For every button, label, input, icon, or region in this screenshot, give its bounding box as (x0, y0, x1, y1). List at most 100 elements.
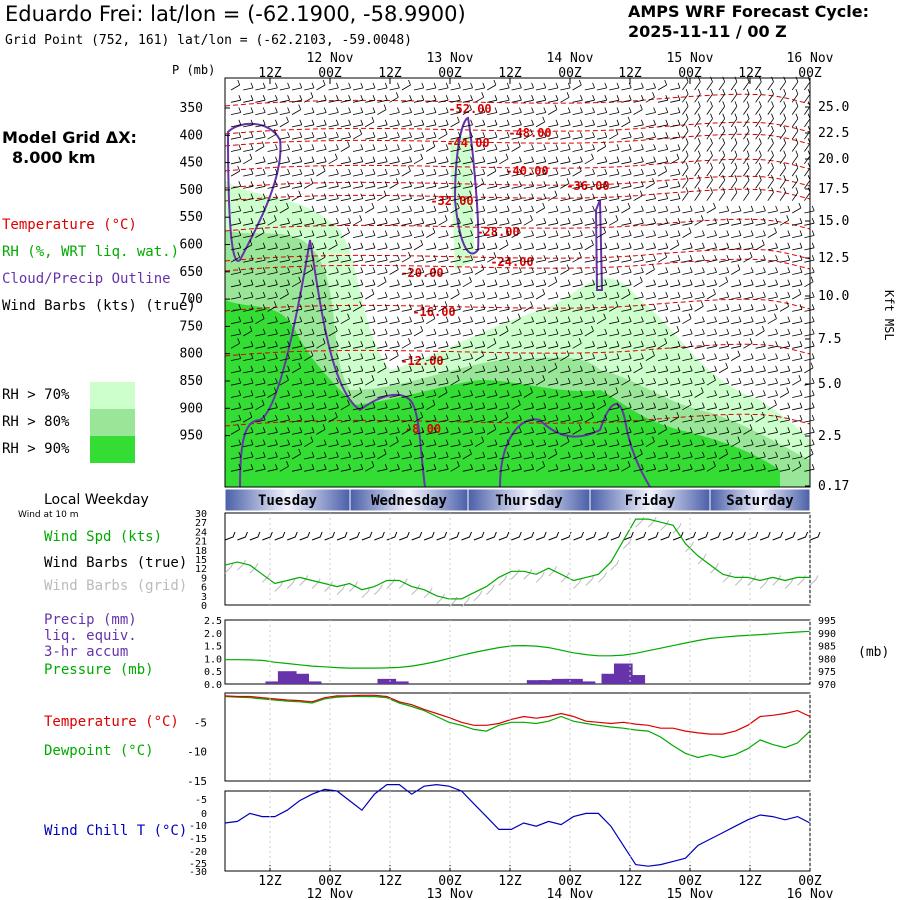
wind-barb (438, 267, 449, 275)
wind-barb (267, 414, 278, 423)
wind-barb (743, 338, 753, 349)
wind-barb (389, 156, 400, 165)
wind-barb (633, 230, 644, 238)
wind-barb (230, 119, 242, 128)
wind-barb (352, 291, 364, 300)
wind-barb-true (349, 531, 360, 541)
wind-barb-grid (734, 575, 744, 586)
wind-barb (670, 144, 681, 152)
wind-barb (499, 316, 510, 325)
wind-barb (657, 414, 669, 423)
wind-barb (523, 353, 534, 361)
wind-barb (511, 328, 522, 337)
wind-barb (670, 325, 680, 337)
wind-barb (609, 193, 620, 202)
wind-barb (743, 279, 754, 288)
wind-barb-true (548, 531, 560, 541)
wind-chill-tick-label: -5 (195, 795, 207, 806)
wind-barb (377, 230, 388, 238)
wind-barb-true (336, 531, 348, 541)
temperature-contour (224, 133, 811, 147)
wind-barb (255, 119, 266, 128)
wind-barb (535, 242, 547, 251)
wind-barb (584, 316, 595, 325)
wind-barb (730, 175, 738, 189)
bottom-hour-label: 00Z (318, 874, 342, 889)
wind-barb (621, 144, 632, 152)
wind-barb (743, 365, 754, 374)
height-tick-label: 17.5 (818, 182, 849, 197)
wind-barb (731, 390, 742, 398)
wind-barb (682, 390, 693, 398)
wind-barb (316, 242, 327, 251)
wind-barb (487, 144, 498, 152)
wind-barb (377, 448, 387, 460)
wind-barb (730, 88, 738, 103)
wind-barb (682, 218, 693, 226)
wind-barb (352, 205, 364, 214)
wind-barb (767, 365, 778, 374)
wind-barb (609, 402, 620, 411)
wind-barb (767, 205, 778, 214)
wind-barb (743, 402, 754, 411)
wind-barb (291, 464, 303, 472)
wind-barb (377, 119, 388, 128)
wind-barb (621, 390, 632, 398)
wind-barb (316, 107, 327, 115)
wind-barb (365, 144, 376, 152)
wind-barb (389, 414, 400, 423)
wind-barb (535, 144, 547, 152)
wind-barb (499, 377, 510, 386)
wind-barb (596, 399, 607, 411)
wind-barb (596, 304, 608, 312)
wind-barb (767, 227, 777, 238)
wind-barb (633, 448, 643, 460)
wind-barb (267, 82, 278, 91)
wind-barb (706, 187, 713, 201)
wind-barb (743, 439, 754, 448)
wind-barb (584, 230, 595, 238)
wind-barb (255, 353, 266, 361)
wind-barb (609, 377, 620, 386)
wind-barb (328, 218, 339, 226)
wind-barb (755, 150, 762, 165)
wind-barb (243, 316, 254, 325)
wind-barb (682, 162, 689, 177)
wind-barb (572, 218, 583, 226)
precip-accum-label: 3-hr accum (44, 644, 129, 660)
wind-barb-true (448, 531, 460, 541)
wind-barb (267, 377, 278, 386)
bottom-hour-label: 12Z (378, 874, 402, 889)
wind-barb (706, 365, 717, 374)
wind-barb (426, 414, 437, 423)
bottom-hour-label: 00Z (558, 874, 582, 889)
wind-barb (426, 156, 437, 165)
wind-barb (243, 353, 254, 361)
wind-barb (584, 341, 595, 349)
wind-barb (621, 230, 632, 238)
wind-barb (267, 205, 278, 214)
wind-barb (377, 242, 388, 251)
legend-temperature: Temperature (°C) (2, 217, 137, 233)
wind-barb (474, 451, 486, 460)
wind-barb (389, 178, 399, 189)
wind-barb (596, 353, 608, 361)
wind-barb (791, 162, 799, 177)
pressure-tick-label: 550 (180, 210, 203, 225)
wind-barb (304, 436, 314, 448)
wind-barb (426, 353, 437, 361)
wind-barb (511, 168, 522, 177)
wind-barb (474, 107, 486, 115)
wind-barb (657, 193, 669, 202)
wind-barb (499, 365, 510, 374)
wind-barb (560, 341, 571, 349)
wind-barb (487, 424, 497, 435)
wind-barb (487, 95, 498, 103)
wind-barb (438, 95, 449, 103)
wind-barb (352, 377, 364, 386)
wind-barb (438, 464, 449, 472)
wind-barb (621, 353, 632, 361)
wind-barb (316, 193, 327, 202)
wind-barb (401, 328, 412, 337)
wind-barb (389, 242, 400, 251)
